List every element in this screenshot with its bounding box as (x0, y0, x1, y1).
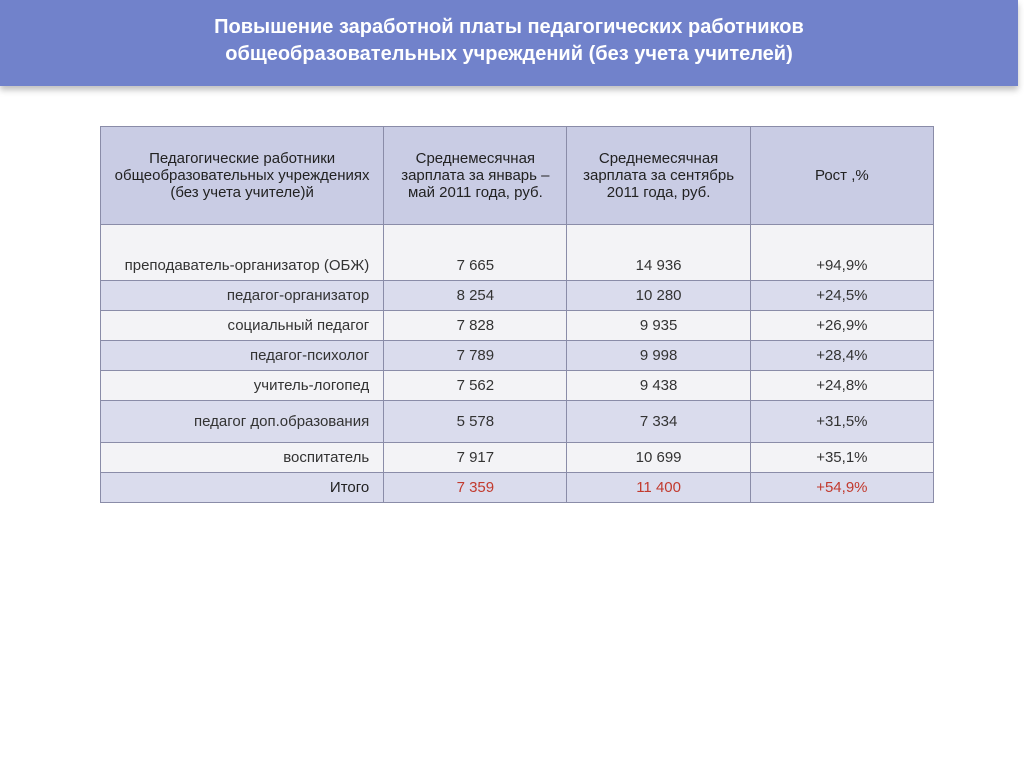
slide-title: Повышение заработной платы педагогически… (0, 0, 1018, 86)
table-row: социальный педагог7 8289 935+26,9% (101, 311, 934, 341)
cell-may: 7 789 (384, 341, 567, 371)
cell-role: преподаватель-организатор (ОБЖ) (101, 225, 384, 281)
cell-total-growth: +54,9% (750, 473, 933, 503)
cell-growth: +24,5% (750, 281, 933, 311)
cell-may: 7 917 (384, 443, 567, 473)
cell-growth: +31,5% (750, 401, 933, 443)
cell-role: воспитатель (101, 443, 384, 473)
table-total-row: Итого7 35911 400+54,9% (101, 473, 934, 503)
cell-may: 7 562 (384, 371, 567, 401)
col-header-sept: Среднемесячная зарплата за сентябрь 2011… (567, 127, 750, 225)
cell-sept: 14 936 (567, 225, 750, 281)
table-row: воспитатель7 91710 699+35,1% (101, 443, 934, 473)
cell-role: учитель-логопед (101, 371, 384, 401)
table-row: педагог-психолог7 7899 998+28,4% (101, 341, 934, 371)
cell-sept: 9 935 (567, 311, 750, 341)
cell-sept: 9 998 (567, 341, 750, 371)
cell-may: 7 828 (384, 311, 567, 341)
cell-growth: +35,1% (750, 443, 933, 473)
salary-table-container: Педагогические работники общеобразовател… (0, 86, 1024, 503)
col-header-may: Среднемесячная зарплата за январь – май … (384, 127, 567, 225)
cell-role: педагог доп.образования (101, 401, 384, 443)
table-row: педагог-организатор8 25410 280+24,5% (101, 281, 934, 311)
table-row: преподаватель-организатор (ОБЖ)7 66514 9… (101, 225, 934, 281)
cell-role: педагог-психолог (101, 341, 384, 371)
cell-role: социальный педагог (101, 311, 384, 341)
cell-may: 7 665 (384, 225, 567, 281)
cell-sept: 9 438 (567, 371, 750, 401)
table-row: учитель-логопед7 5629 438+24,8% (101, 371, 934, 401)
col-header-growth: Рост ,% (750, 127, 933, 225)
table-header-row: Педагогические работники общеобразовател… (101, 127, 934, 225)
cell-total-may: 7 359 (384, 473, 567, 503)
cell-may: 5 578 (384, 401, 567, 443)
cell-total-label: Итого (101, 473, 384, 503)
title-line-2: общеобразовательных учреждений (без учет… (225, 43, 793, 65)
salary-table: Педагогические работники общеобразовател… (100, 126, 934, 503)
cell-growth: +24,8% (750, 371, 933, 401)
cell-total-sept: 11 400 (567, 473, 750, 503)
table-row: педагог доп.образования5 5787 334+31,5% (101, 401, 934, 443)
cell-role: педагог-организатор (101, 281, 384, 311)
cell-sept: 10 699 (567, 443, 750, 473)
col-header-role: Педагогические работники общеобразовател… (101, 127, 384, 225)
title-line-1: Повышение заработной платы педагогически… (214, 16, 804, 38)
cell-growth: +94,9% (750, 225, 933, 281)
cell-sept: 7 334 (567, 401, 750, 443)
cell-sept: 10 280 (567, 281, 750, 311)
cell-growth: +28,4% (750, 341, 933, 371)
cell-may: 8 254 (384, 281, 567, 311)
cell-growth: +26,9% (750, 311, 933, 341)
